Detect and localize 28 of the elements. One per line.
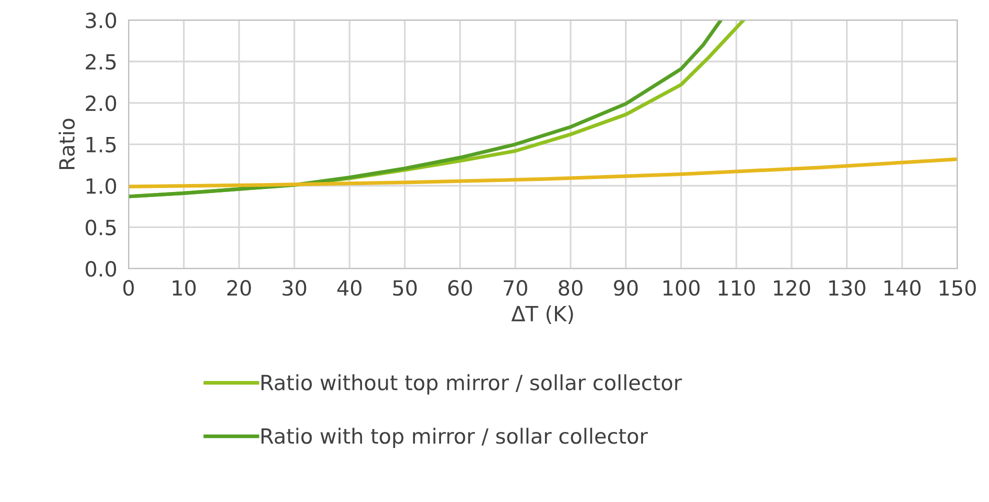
x-tick-label: 60 — [448, 280, 472, 296]
x-tick-label: 40 — [337, 280, 362, 296]
x-tick-label: 10 — [172, 280, 196, 296]
x-tick-label: 90 — [614, 280, 638, 296]
y-tick-label: 1.5 — [86, 137, 116, 153]
x-tick-label: 20 — [227, 280, 251, 296]
x-tick-label: 50 — [393, 280, 417, 296]
legend-label: Ratio without top mirror / sollar collector — [262, 374, 682, 394]
x-tick-label: 120 — [774, 280, 810, 296]
x-tick-label: 110 — [718, 280, 755, 296]
x-tick-label: 80 — [558, 280, 582, 296]
line-series — [128, 157, 958, 188]
y-tick-label: 0.0 — [86, 261, 116, 277]
x-tick-label: 70 — [504, 280, 528, 296]
x-tick-label: 140 — [884, 280, 921, 296]
y-tick-label: 0.5 — [86, 220, 116, 236]
y-tick-label: 1.0 — [86, 178, 116, 194]
y-tick-label: 3.0 — [86, 12, 116, 28]
x-tick-label: 150 — [940, 280, 976, 296]
y-tick-label: 2.5 — [86, 54, 116, 70]
y-tick-label: 2.0 — [86, 95, 116, 112]
x-tick-label: 0 — [123, 280, 134, 296]
x-tick-label: 30 — [282, 280, 306, 296]
legend-label: Ratio with top mirror / sollar collector — [262, 428, 648, 448]
x-tick-label: 100 — [663, 280, 700, 296]
y-axis-title: Ratio — [58, 118, 75, 170]
x-tick-label: 130 — [829, 280, 866, 296]
x-axis-title: ΔT (K) — [511, 305, 573, 324]
